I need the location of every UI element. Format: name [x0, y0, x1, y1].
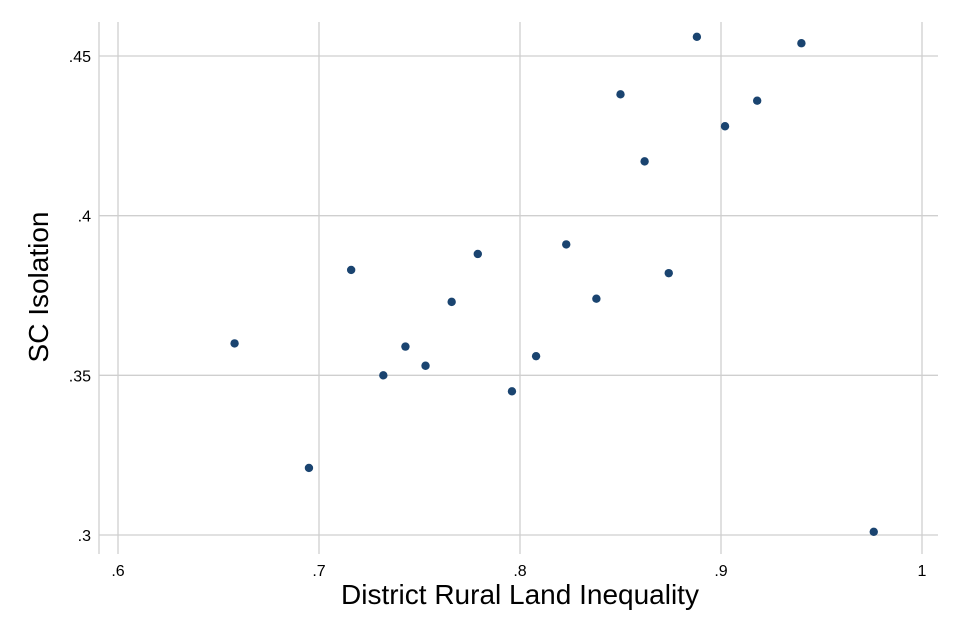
- x-tick-label: .7: [312, 563, 325, 580]
- data-point: [230, 339, 239, 348]
- x-tick-label: 1: [918, 563, 927, 580]
- x-tick-labels: .6 .7 .8 .9 1: [111, 563, 926, 580]
- data-point: [562, 240, 571, 249]
- plot-area: [98, 22, 938, 554]
- data-point: [869, 527, 878, 537]
- data-point: [692, 32, 702, 42]
- x-axis-title: District Rural Land Inequality: [341, 579, 699, 610]
- data-point: [720, 122, 730, 131]
- y-gridlines: [99, 55, 938, 536]
- data-point: [346, 265, 356, 275]
- data-point: [401, 342, 410, 351]
- x-tick-label: .6: [111, 563, 124, 580]
- data-point: [592, 294, 601, 303]
- data-point: [752, 96, 762, 105]
- data-point: [304, 463, 314, 473]
- data-point: [447, 297, 456, 307]
- y-tick-label: .4: [78, 209, 91, 226]
- y-axis-title: SC Isolation: [23, 212, 54, 363]
- y-tick-label: .45: [69, 49, 91, 66]
- y-tick-label: .35: [69, 368, 91, 385]
- data-point: [797, 39, 806, 48]
- x-tick-label: .9: [714, 563, 727, 580]
- y-tick-label: .3: [78, 528, 91, 545]
- data-point: [507, 387, 517, 396]
- y-tick-labels: .3 .35 .4 .45: [69, 49, 91, 545]
- data-point: [379, 371, 388, 380]
- x-tick-label: .8: [513, 563, 526, 580]
- data-point: [640, 157, 649, 166]
- data-point: [664, 268, 673, 278]
- data-points: [230, 32, 878, 537]
- data-point: [531, 351, 541, 361]
- data-point: [421, 361, 430, 370]
- data-point: [616, 90, 625, 99]
- data-point: [473, 249, 482, 259]
- x-gridlines: [117, 22, 923, 554]
